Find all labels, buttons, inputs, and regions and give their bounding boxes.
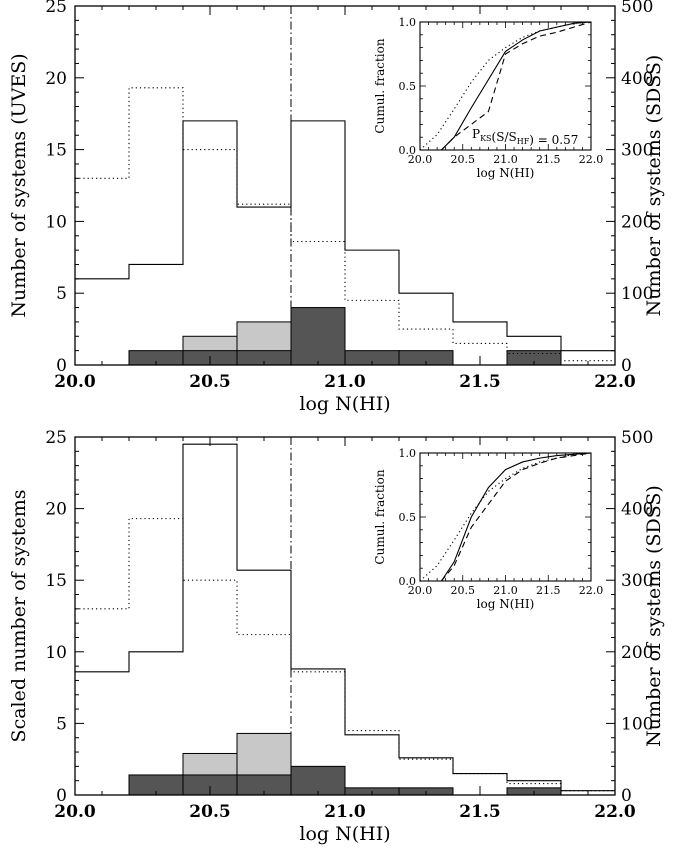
inset-x-tick-label: 20.5 <box>451 153 476 166</box>
x-tick-label: 21.0 <box>324 802 366 822</box>
y-tick-label: 20 <box>45 500 67 520</box>
histogram-solid <box>75 443 615 792</box>
ks-annotation-subscript: KS <box>480 134 491 143</box>
x-tick-label: 21.5 <box>459 802 500 822</box>
inset-cdf-dashed <box>440 452 592 582</box>
inset-y-tick-label: 0.0 <box>399 144 417 157</box>
y-tick-label: 25 <box>45 0 67 17</box>
inset-x-tick-label: 21.5 <box>536 153 561 166</box>
y2-tick-label: 500 <box>621 428 653 448</box>
inset-y-tick-label: 0.5 <box>399 80 417 93</box>
y-tick-label: 25 <box>45 428 67 448</box>
y-tick-label: 0 <box>56 356 67 376</box>
y2-tick-label: 0 <box>621 356 632 376</box>
x-tick-label: 20.5 <box>189 802 230 822</box>
inset-y-tick-label: 1.0 <box>399 16 417 29</box>
inset-x-tick-label: 20.0 <box>408 584 433 597</box>
y2-tick-label: 200 <box>621 643 653 663</box>
histogram-solid <box>75 120 615 352</box>
bar-dark-filled-4 <box>290 765 346 796</box>
inset-x-tick-label: 20.5 <box>451 584 476 597</box>
y-tick-label: 5 <box>56 714 67 734</box>
ks-annotation-part: (S/S <box>492 130 517 144</box>
inset-x-tick-label: 22.0 <box>579 153 604 166</box>
inset-cdf-solid <box>440 21 592 151</box>
inset-bottom: 20.0 20.5 21.0 21.5 22.0 0.0 0.5 1.0 log N(HI) Cu… <box>358 445 603 621</box>
y2-tick-label: 400 <box>621 500 653 520</box>
inset-x-tick-label: 20.0 <box>408 153 433 166</box>
y-tick-label: 0 <box>56 786 67 806</box>
y2-axis-title: Number of systems (SDSS) <box>643 485 665 747</box>
inset-cdf-dotted <box>419 21 592 151</box>
x-tick-label: 20.0 <box>54 372 96 392</box>
panel-bottom: 20.0 20.5 21.0 21.5 22.005101520250100200300… <box>8 428 665 845</box>
inset-y-axis-title: Cumul. fraction <box>373 38 387 133</box>
inset-x-tick-label: 21.5 <box>536 584 561 597</box>
y-tick-label: 15 <box>45 141 67 161</box>
inset-top: 20.0 20.5 21.0 21.5 22.0 0.0 0.5 1.0 log N(HI) Cu… <box>358 14 603 190</box>
y-tick-label: 15 <box>45 571 67 591</box>
y2-tick-label: 0 <box>621 786 632 806</box>
inset-y-axis-title: Cumul. fraction <box>373 469 387 564</box>
y2-tick-label: 100 <box>621 284 653 304</box>
ks-annotation-subscript: HF <box>517 137 530 146</box>
inset-y-tick-label: 0.5 <box>399 511 417 524</box>
y2-tick-label: 300 <box>621 141 653 161</box>
ks-annotation: PKS(S/SHF) = 0.57 <box>472 127 578 147</box>
y2-tick-label: 300 <box>621 571 653 591</box>
panel-top: 20.0 20.5 21.0 21.5 22.005101520250100200300… <box>8 0 665 415</box>
ks-annotation-part: ) = 0.57 <box>529 133 578 147</box>
inset-x-axis-title: log N(HI) <box>477 166 535 180</box>
x-axis-title: log N(HI) <box>299 823 390 845</box>
inset-background <box>358 14 601 190</box>
y-tick-label: 10 <box>45 643 67 663</box>
y2-tick-label: 400 <box>621 69 653 89</box>
x-tick-label: 22.0 <box>594 372 636 392</box>
y-axis-title: Scaled number of systems <box>8 490 30 743</box>
y-tick-label: 20 <box>45 69 67 89</box>
inset-x-tick-label: 22.0 <box>579 584 604 597</box>
histogram-dotted <box>75 87 615 362</box>
y2-axis-title: Number of systems (SDSS) <box>643 55 665 317</box>
inset-cdf-dashed <box>440 21 592 151</box>
inset-x-tick-label: 21.0 <box>493 153 518 166</box>
inset-cdf-dotted <box>419 452 592 582</box>
x-tick-label: 22.0 <box>594 802 636 822</box>
ks-annotation-part: P <box>472 127 480 141</box>
y2-tick-label: 500 <box>621 0 653 17</box>
inset-y-tick-label: 1.0 <box>399 447 417 460</box>
histogram-dotted <box>75 518 615 792</box>
x-tick-label: 20.5 <box>189 372 230 392</box>
inset-background <box>358 445 601 621</box>
x-axis-title: log N(HI) <box>299 393 390 415</box>
inset-x-tick-label: 21.0 <box>493 584 518 597</box>
x-tick-label: 20.0 <box>54 802 96 822</box>
inset-y-tick-label: 0.0 <box>399 575 417 588</box>
y-axis-title: Number of systems (UVES) <box>8 53 30 317</box>
y2-tick-label: 200 <box>621 212 653 232</box>
x-tick-label: 21.5 <box>459 372 500 392</box>
y-tick-label: 5 <box>56 284 67 304</box>
inset-x-axis-title: log N(HI) <box>477 597 535 611</box>
y-tick-label: 10 <box>45 212 67 232</box>
bar-dark-filled-4 <box>290 307 346 366</box>
x-tick-label: 21.0 <box>324 372 366 392</box>
y2-tick-label: 100 <box>621 714 653 734</box>
